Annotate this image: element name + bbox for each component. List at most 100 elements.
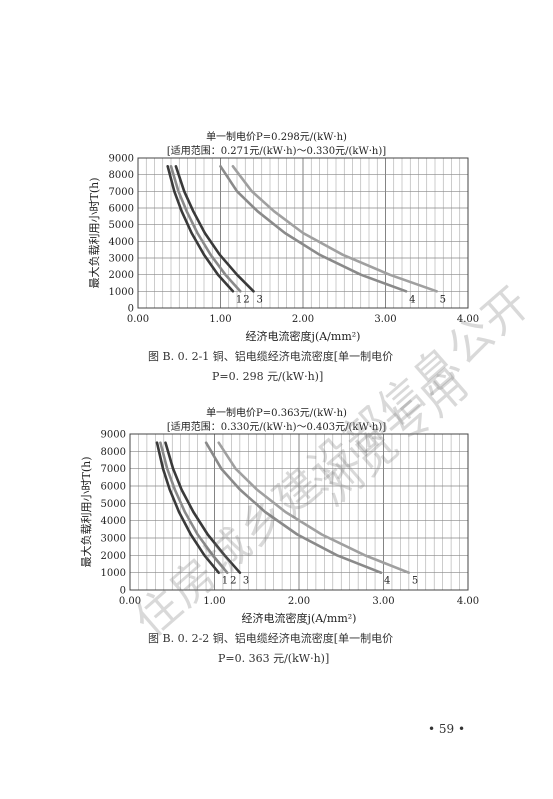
series-label: 5: [412, 576, 418, 587]
series-point: [183, 190, 186, 193]
series-point: [206, 533, 209, 536]
series-point: [256, 210, 259, 213]
y-tick-label: 8000: [101, 447, 126, 458]
chart-svg: 0 1000 2000 3000 4000 5000 6000 7000 8000 9000 0.0…: [87, 154, 479, 344]
y-tick-label: 4000: [109, 237, 134, 248]
series-label: 2: [243, 294, 249, 305]
series-point: [318, 253, 321, 256]
series-point: [192, 210, 195, 213]
series-point: [302, 232, 304, 234]
series-point: [231, 165, 234, 168]
y-tick-label: 9000: [101, 430, 126, 441]
series-point: [252, 290, 255, 293]
x-tick-label: 1.00: [209, 314, 231, 325]
series-point: [172, 467, 174, 470]
series-point: [175, 165, 177, 168]
series-point: [388, 273, 391, 276]
series-point: [234, 467, 237, 470]
y-tick-label: 0: [128, 304, 134, 315]
series-point: [405, 290, 408, 293]
y-tick-label: 3000: [109, 254, 134, 265]
y-tick-label: 1000: [109, 287, 134, 298]
series-label: 4: [409, 294, 415, 305]
series-point: [435, 290, 438, 293]
figure-caption: 图 B. 0. 2-1 铜、铝电缆经济电流密度[单一制电价: [148, 350, 394, 363]
series-point: [238, 571, 241, 574]
x-tick-label: 1.00: [203, 596, 225, 607]
series-label: 3: [257, 294, 263, 305]
series-point: [296, 533, 299, 536]
series-point: [320, 533, 323, 536]
y-tick-label: 5000: [101, 499, 126, 510]
x-tick-label: 3.00: [374, 314, 396, 325]
series-point: [164, 441, 167, 444]
figure-caption-sub: P=0. 298 元/(kW·h)]: [212, 370, 324, 383]
series-point: [173, 190, 176, 193]
series-point: [192, 511, 195, 513]
x-tick-label: 3.00: [372, 596, 394, 607]
x-tick-label: 0.00: [127, 314, 149, 325]
y-tick-label: 4000: [101, 516, 126, 527]
series-label: 2: [230, 576, 236, 587]
series-point: [180, 488, 183, 491]
series-point: [211, 554, 214, 557]
series-point: [217, 571, 220, 574]
series-point: [196, 533, 199, 536]
series-point: [236, 190, 238, 193]
series-point: [341, 253, 344, 256]
y-tick-label: 9000: [109, 154, 134, 165]
y-tick-label: 7000: [109, 187, 134, 198]
series-point: [166, 165, 169, 168]
series-label: 5: [440, 294, 446, 305]
series-point: [250, 190, 253, 193]
y-tick-label: 5000: [109, 220, 134, 231]
x-tick-label: 2.00: [292, 314, 314, 325]
series-point: [364, 554, 366, 557]
series-point: [185, 210, 188, 213]
series-point: [231, 290, 234, 293]
chart-subtitle: [适用范围：0.330元/(kW·h)～0.403元/(kW·h)]: [166, 422, 387, 433]
y-axis-label: 最大负载利用小时T(h): [87, 177, 101, 288]
series-point: [166, 467, 169, 470]
series-point: [336, 554, 338, 557]
series-point: [217, 273, 219, 276]
series-point: [224, 273, 227, 276]
series-point: [255, 488, 258, 491]
figure-caption-sub: P=0. 363 元/(kW·h)]: [218, 652, 330, 665]
y-tick-label: 3000: [101, 534, 126, 545]
x-axis-label: 经济电流密度j(A/mm²): [242, 611, 357, 625]
figure-caption: 图 B. 0. 2-2 铜、铝电缆经济电流密度[单一制电价: [148, 632, 394, 645]
series-point: [173, 488, 176, 491]
series-point: [170, 165, 172, 168]
series-point: [359, 273, 362, 276]
series-point: [236, 273, 238, 276]
series-point: [177, 190, 180, 193]
figure-1: 单一制电价P=0.298元/(kW·h) [适用范围：0.271元/(kW·h)…: [87, 132, 479, 383]
series-point: [203, 232, 206, 234]
series-point: [180, 210, 183, 213]
x-axis-label: 经济电流密度j(A/mm²): [246, 329, 361, 343]
series-point: [238, 488, 241, 491]
series-point: [196, 232, 199, 234]
y-tick-label: 8000: [109, 170, 134, 181]
series-point: [380, 571, 382, 574]
series-point: [220, 467, 223, 470]
series-point: [226, 571, 229, 574]
series-label: 1: [236, 294, 242, 305]
series-point: [264, 511, 267, 513]
series-point: [283, 232, 286, 234]
y-tick-label: 2000: [109, 270, 134, 281]
series-point: [159, 441, 162, 444]
series-label: 4: [384, 576, 390, 587]
series-point: [156, 441, 158, 444]
series-point: [407, 571, 410, 574]
series-point: [205, 441, 207, 444]
series-point: [209, 253, 212, 256]
series-point: [189, 533, 192, 536]
page-number: • 59 •: [428, 722, 466, 736]
x-tick-label: 4.00: [457, 314, 479, 325]
chart-title: 单一制电价P=0.298元/(kW·h): [206, 132, 347, 143]
series-point: [162, 467, 164, 470]
series-label: 1: [222, 576, 228, 587]
